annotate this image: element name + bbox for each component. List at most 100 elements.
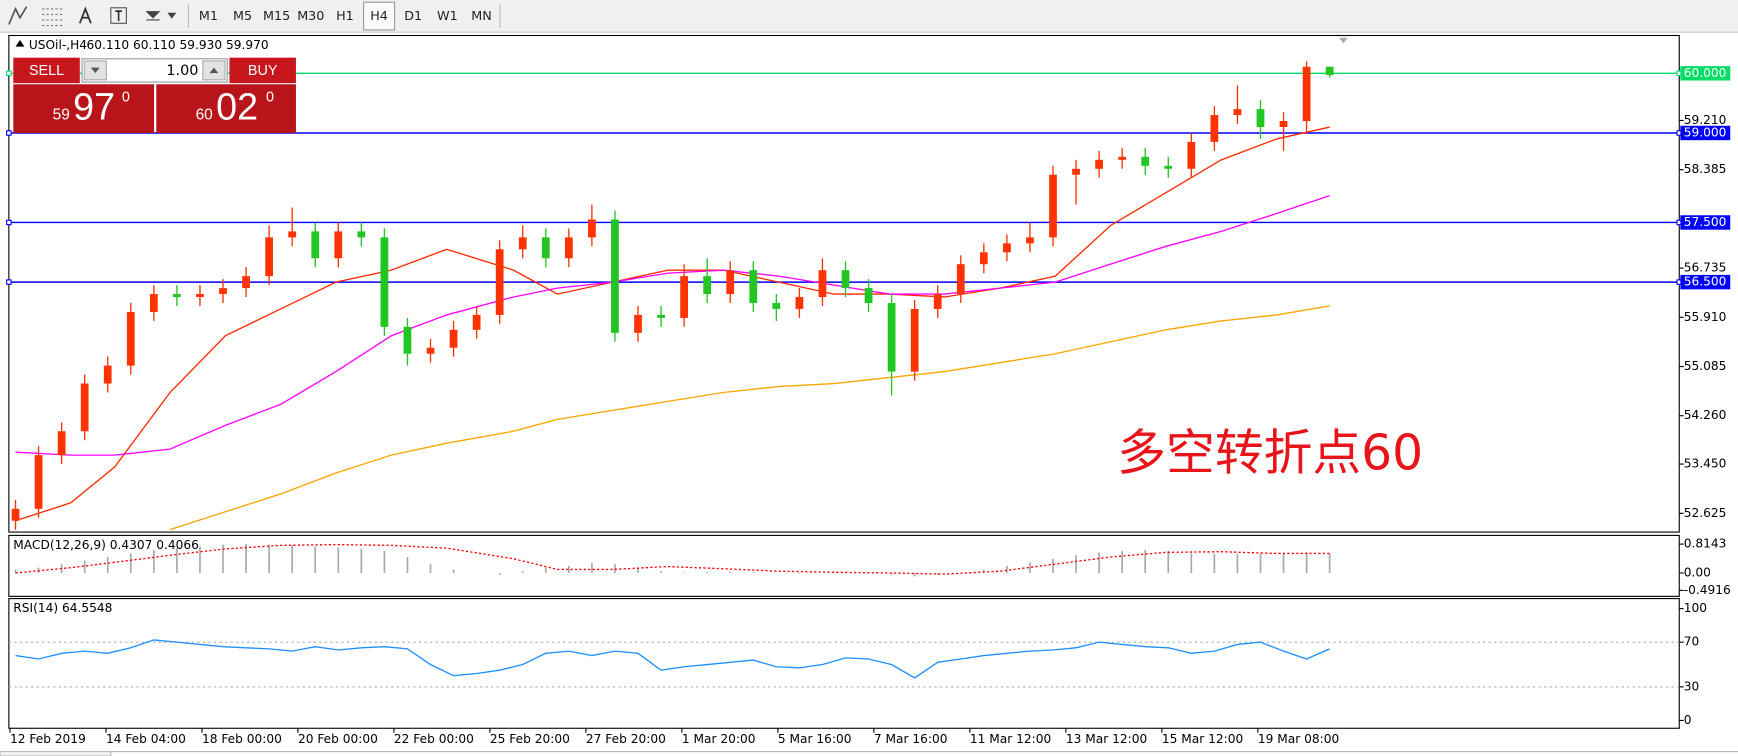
indicator-title: RSI(14) 64.5548 <box>13 601 112 615</box>
candle-body <box>126 311 135 366</box>
candle-body <box>34 455 43 509</box>
candle-body <box>380 237 389 327</box>
price-line-label: 60.000 <box>1684 66 1727 80</box>
buy-label: BUY <box>248 63 278 79</box>
candle-body <box>242 276 250 289</box>
bid-box[interactable] <box>13 84 155 134</box>
price-line-label: 56.500 <box>1684 275 1727 289</box>
candle-body <box>933 294 942 309</box>
line-handle <box>6 70 12 77</box>
tool-icon[interactable] <box>110 7 127 24</box>
candle-body <box>495 249 504 315</box>
candle-body <box>841 270 850 289</box>
candle-body <box>426 347 435 354</box>
x-tick-label: 12 Feb 2019 <box>10 732 86 746</box>
timeframe-button[interactable]: H4 <box>370 9 388 24</box>
candle-body <box>196 294 204 298</box>
lot-field[interactable] <box>81 58 228 83</box>
y-tick-label: 30 <box>1684 679 1700 693</box>
candle-body <box>334 231 343 259</box>
price-line-box <box>1680 66 1731 81</box>
timeframe-button[interactable]: M15 <box>263 9 290 24</box>
candle-body <box>403 326 412 354</box>
rsi-line <box>15 639 1330 679</box>
candle-body <box>311 231 320 259</box>
candle-body <box>1141 156 1150 166</box>
candle-body <box>1095 159 1103 169</box>
timeframe-active <box>363 1 396 31</box>
x-tick-label: 25 Feb 20:00 <box>490 732 570 746</box>
x-tick-label: 13 Mar 12:00 <box>1066 732 1147 746</box>
y-tick-label: 56.735 <box>1684 261 1727 275</box>
candle-body <box>887 302 896 372</box>
y-tick-label: 55.910 <box>1684 310 1727 324</box>
bid-pip: 0 <box>122 89 130 105</box>
candle-body <box>449 329 458 348</box>
tool-icon[interactable] <box>115 10 122 22</box>
candle-body <box>1279 121 1288 128</box>
timeframe-button[interactable]: D1 <box>404 9 422 24</box>
ask-box[interactable] <box>156 84 296 134</box>
candle-body <box>518 237 527 250</box>
tool-icon[interactable] <box>8 6 28 25</box>
candle-body <box>1072 168 1080 175</box>
price-line-box <box>1680 125 1731 141</box>
moving-average <box>169 305 1330 531</box>
x-tick-label: 14 Feb 04:00 <box>106 732 186 746</box>
candle-body <box>611 219 619 333</box>
candle-body <box>588 219 596 238</box>
y-tick-label: 53.450 <box>1684 457 1727 471</box>
timeframe-button[interactable]: H1 <box>336 9 354 24</box>
moving-average <box>15 126 1330 522</box>
tool-icon[interactable] <box>145 10 177 21</box>
y-tick-label: 0.8143 <box>1684 537 1727 551</box>
timeframe-button[interactable]: M30 <box>297 9 324 24</box>
timeframe-button[interactable]: M1 <box>199 9 218 24</box>
candle-body <box>634 314 642 333</box>
candle-body <box>703 276 712 295</box>
candle-body <box>1118 156 1127 160</box>
bid-big: 59 <box>53 106 70 123</box>
arrow-icon <box>209 67 219 74</box>
candle-body <box>357 231 366 238</box>
price-line-label: 59.000 <box>1684 125 1727 139</box>
buy-button[interactable] <box>229 57 296 84</box>
tool-icon[interactable] <box>42 8 63 27</box>
y-tick-label: 55.085 <box>1684 359 1727 373</box>
candle-body <box>173 294 181 298</box>
y-tick-label: 0 <box>1684 713 1692 727</box>
y-tick-label: -0.4916 <box>1684 583 1731 597</box>
ask-big: 60 <box>196 106 214 123</box>
candle-body <box>265 237 274 277</box>
candle-body <box>657 314 665 318</box>
timeframe-button[interactable]: MN <box>471 9 492 24</box>
x-tick-label: 19 Mar 08:00 <box>1258 732 1339 746</box>
candle-body <box>1026 237 1034 244</box>
candle-body <box>11 508 20 521</box>
x-tick-label: 1 Mar 20:00 <box>682 732 756 746</box>
sell-button[interactable] <box>13 57 80 84</box>
candle-body <box>1164 165 1173 169</box>
tool-icon[interactable] <box>78 6 92 24</box>
x-tick-label: 5 Mar 16:00 <box>778 732 852 746</box>
trade-panel: SELL 1.00 BUY 59 97 0 60 02 0 <box>13 57 296 134</box>
candle-body <box>57 431 66 456</box>
panel <box>8 598 1680 729</box>
candle-body <box>1233 109 1242 116</box>
timeframe-button[interactable]: M5 <box>233 9 252 24</box>
y-tick-label: 58.385 <box>1684 162 1727 176</box>
candle-body <box>1302 66 1311 122</box>
macd-signal <box>15 543 1330 575</box>
ask-pip: 0 <box>266 89 274 105</box>
line-handle <box>6 219 12 226</box>
timeframe-button[interactable]: W1 <box>437 9 458 24</box>
y-tick-label: 54.260 <box>1684 408 1727 422</box>
candle-body <box>680 276 688 318</box>
candle-body <box>1187 141 1196 169</box>
x-tick-label: 11 Mar 12:00 <box>970 732 1051 746</box>
lot-size: 1.00 <box>166 63 198 79</box>
candle-body <box>979 252 988 265</box>
x-tick-label: 15 Mar 12:00 <box>1162 732 1243 746</box>
sheet-tab[interactable] <box>0 750 112 756</box>
